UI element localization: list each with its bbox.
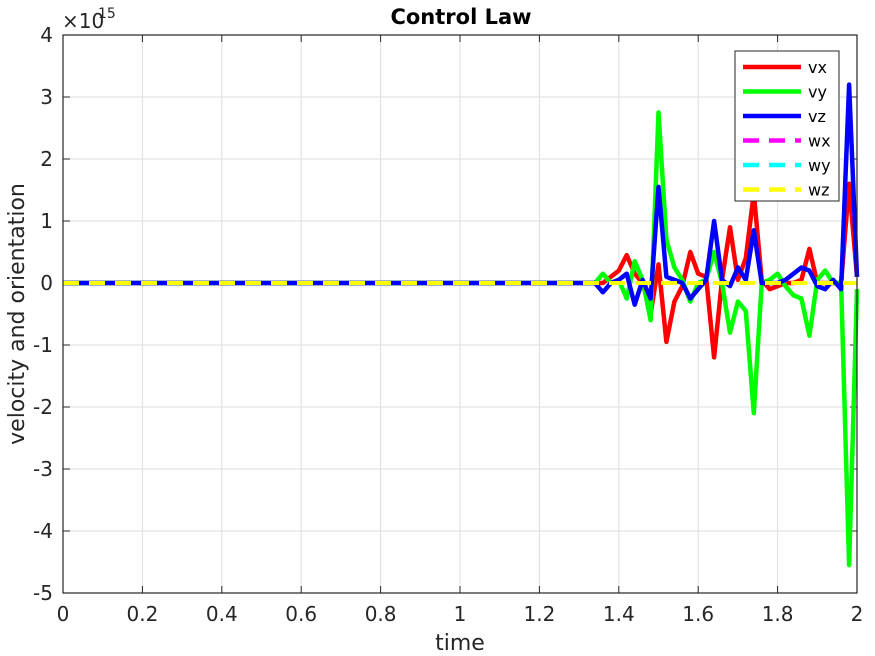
legend-label-wz: wz bbox=[808, 181, 829, 200]
x-tick-label: 0.4 bbox=[206, 602, 238, 626]
x-tick-label: 1.8 bbox=[762, 602, 794, 626]
x-tick-label: 0.2 bbox=[126, 602, 158, 626]
legend-label-vy: vy bbox=[808, 83, 827, 102]
x-tick-label: 0.6 bbox=[285, 602, 317, 626]
y-tick-label: -2 bbox=[33, 395, 53, 419]
y-tick-label: 0 bbox=[40, 271, 53, 295]
legend-label-wx: wx bbox=[808, 132, 831, 151]
legend-label-vz: vz bbox=[808, 107, 826, 126]
exponent-power: 15 bbox=[98, 6, 116, 22]
tick-labels: 0 0.2 0.4 0.6 0.8 1 1.2 1.4 1.6 1.8 2 -5 -4 -3 -2 -1 0 1 2… bbox=[33, 23, 863, 626]
y-tick-label: 4 bbox=[40, 23, 53, 47]
x-tick-label: 0.8 bbox=[365, 602, 397, 626]
legend-label-vx: vx bbox=[808, 58, 827, 77]
x-tick-label: 1.4 bbox=[603, 602, 635, 626]
y-tick-label: -4 bbox=[33, 519, 53, 543]
axes-box bbox=[62, 34, 858, 594]
x-tick-label: 0 bbox=[57, 602, 70, 626]
legend-label-wy: wy bbox=[808, 156, 831, 175]
legend: vx vy vz wx wy wz bbox=[734, 50, 840, 202]
y-axis-exponent: ×10 15 bbox=[62, 6, 116, 33]
legend-box bbox=[734, 50, 840, 202]
y-tick-label: 3 bbox=[40, 85, 53, 109]
x-tick-label: 1.6 bbox=[682, 602, 714, 626]
series-layer bbox=[63, 82, 860, 568]
y-axis-label: velocity and orientation bbox=[5, 183, 30, 445]
y-tick-label: -3 bbox=[33, 457, 53, 481]
y-tick-label: -5 bbox=[33, 581, 53, 605]
exponent-base: ×10 bbox=[62, 9, 104, 33]
x-axis-label: time bbox=[435, 631, 485, 656]
y-tick-label: 1 bbox=[40, 209, 53, 233]
y-tick-label: -1 bbox=[33, 333, 53, 357]
chart-title: Control Law bbox=[390, 5, 531, 29]
x-tick-label: 1.2 bbox=[523, 602, 555, 626]
series-line-vz bbox=[63, 82, 860, 307]
y-tick-label: 2 bbox=[40, 147, 53, 171]
x-tick-label: 1 bbox=[454, 602, 467, 626]
x-tick-label: 2 bbox=[851, 602, 864, 626]
axes bbox=[62, 34, 858, 594]
grid-lines bbox=[62, 34, 858, 594]
